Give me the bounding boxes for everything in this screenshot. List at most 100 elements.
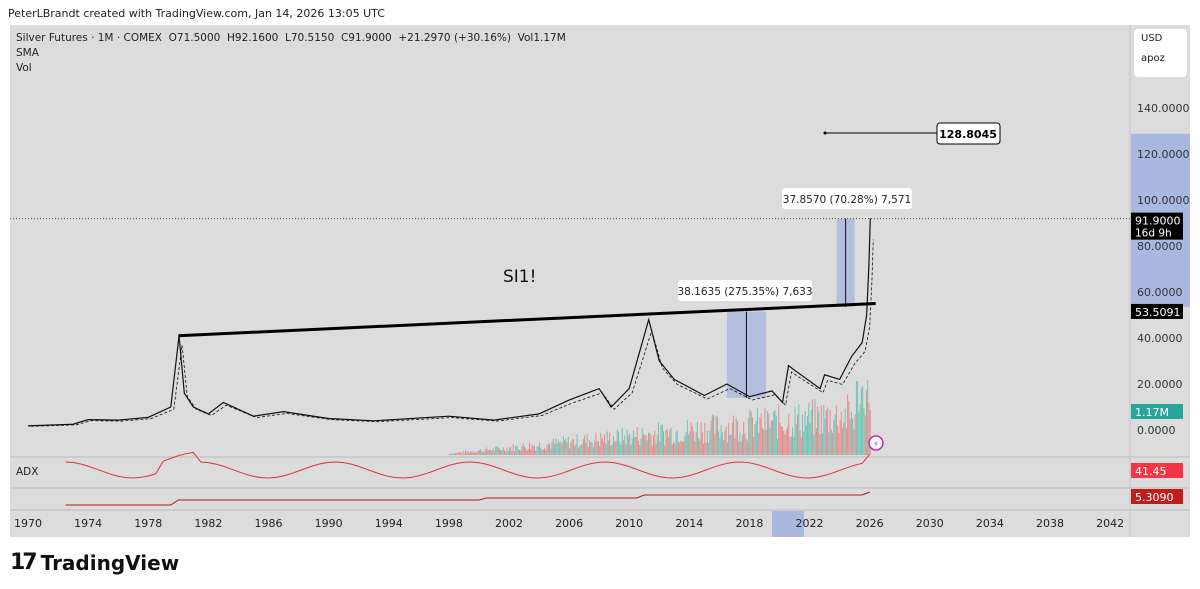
volume-bar xyxy=(869,409,871,455)
time-tick: 1998 xyxy=(435,517,463,530)
time-tick: 2034 xyxy=(976,517,1004,530)
volume-bar xyxy=(681,441,683,455)
volume-bar xyxy=(751,417,753,455)
time-tick: 1970 xyxy=(14,517,42,530)
volume-bar xyxy=(549,443,551,455)
volume-bar xyxy=(496,446,498,455)
volume-bar xyxy=(738,441,740,455)
volume-bar xyxy=(711,414,713,455)
volume-bar xyxy=(627,435,629,455)
volume-bar xyxy=(823,404,825,455)
volume-bar xyxy=(610,445,612,455)
volume-bar xyxy=(564,440,566,455)
volume-bar xyxy=(838,432,840,455)
volume-bar xyxy=(730,434,732,455)
volume-bar xyxy=(704,422,706,455)
volume-bar xyxy=(763,430,765,455)
currency-menu[interactable]: USD apoz xyxy=(1134,29,1187,77)
volume-bar xyxy=(467,451,469,455)
volume-bar xyxy=(646,440,648,455)
volume-bar xyxy=(754,424,756,455)
volume-bar xyxy=(835,405,837,455)
volume-bar xyxy=(822,433,824,455)
volume-bar xyxy=(847,394,849,455)
volume-bar xyxy=(819,434,821,455)
volume-bar xyxy=(714,434,716,455)
volume-bar xyxy=(775,415,777,455)
time-tick: 2026 xyxy=(856,517,884,530)
volume-bar xyxy=(860,387,862,455)
volume-bar xyxy=(718,431,720,455)
volume-bar xyxy=(852,418,854,455)
adx-tag: 41.45 xyxy=(1135,465,1167,478)
volume-bar xyxy=(854,414,856,455)
volume-bar xyxy=(691,427,693,455)
volume-bar xyxy=(604,434,606,455)
volume-bar xyxy=(685,431,687,455)
volume-bar xyxy=(678,442,680,455)
volume-bar xyxy=(450,454,452,455)
volume-bar xyxy=(659,441,661,455)
volume-bar xyxy=(466,452,468,455)
volume-bar xyxy=(482,450,484,455)
scale-mode: apoz xyxy=(1141,53,1165,64)
volume-bar xyxy=(510,446,512,455)
volume-bar xyxy=(589,440,591,455)
time-tick: 2042 xyxy=(1096,517,1124,530)
volume-bar xyxy=(731,422,733,455)
volume-bar xyxy=(577,448,579,455)
volume-bar xyxy=(674,443,676,455)
volume-bar xyxy=(635,436,637,455)
volume-bar xyxy=(626,429,628,455)
volume-bar xyxy=(556,443,558,455)
volume-bar xyxy=(756,407,758,455)
volume-bar xyxy=(531,444,533,455)
volume-bar xyxy=(832,432,834,455)
volume-bar xyxy=(458,452,460,455)
volume-bar xyxy=(585,442,587,455)
volume-bar xyxy=(520,450,522,455)
volume-bar xyxy=(708,442,710,455)
countdown-tag: 16d 9h xyxy=(1135,228,1172,240)
tradingview-logo[interactable]: 17 TradingView xyxy=(10,550,179,575)
brand-text: TradingView xyxy=(40,550,180,575)
volume-bar xyxy=(622,440,624,455)
volume-bar xyxy=(853,429,855,455)
volume-bar xyxy=(828,432,830,455)
time-tick: 1978 xyxy=(134,517,162,530)
volume-bar xyxy=(634,436,636,455)
volume-bar xyxy=(607,440,609,455)
volume-bar xyxy=(645,435,647,455)
time-tick: 1986 xyxy=(254,517,282,530)
volume-bar xyxy=(696,421,698,455)
volume-bar xyxy=(740,441,742,455)
volume-bar xyxy=(813,434,815,455)
volume-bar xyxy=(544,448,546,455)
volume-bar xyxy=(644,435,646,455)
volume-bar xyxy=(735,418,737,455)
volume-bar xyxy=(746,440,748,455)
volume-bar xyxy=(617,431,619,455)
volume-bar xyxy=(683,441,685,455)
volume-bar xyxy=(576,434,578,455)
volume-bar xyxy=(615,441,617,455)
volume-bar xyxy=(840,412,842,455)
volume-bar xyxy=(863,408,865,455)
volume-bar xyxy=(725,426,727,455)
volume-bar xyxy=(865,389,867,455)
volume-bar xyxy=(507,451,509,455)
volume-bar xyxy=(810,409,812,455)
volume-bar xyxy=(555,438,557,455)
volume-bar xyxy=(481,452,483,455)
volume-bar xyxy=(726,442,728,455)
volume-bar xyxy=(517,449,519,455)
volume-bar xyxy=(651,445,653,455)
volume-bar xyxy=(804,411,806,455)
volume-bar xyxy=(569,448,571,455)
volume-bar xyxy=(594,440,596,455)
volume-bar xyxy=(461,453,463,455)
volume-bar xyxy=(606,431,608,455)
volume-bar xyxy=(824,418,826,455)
volume-bar xyxy=(561,443,563,455)
